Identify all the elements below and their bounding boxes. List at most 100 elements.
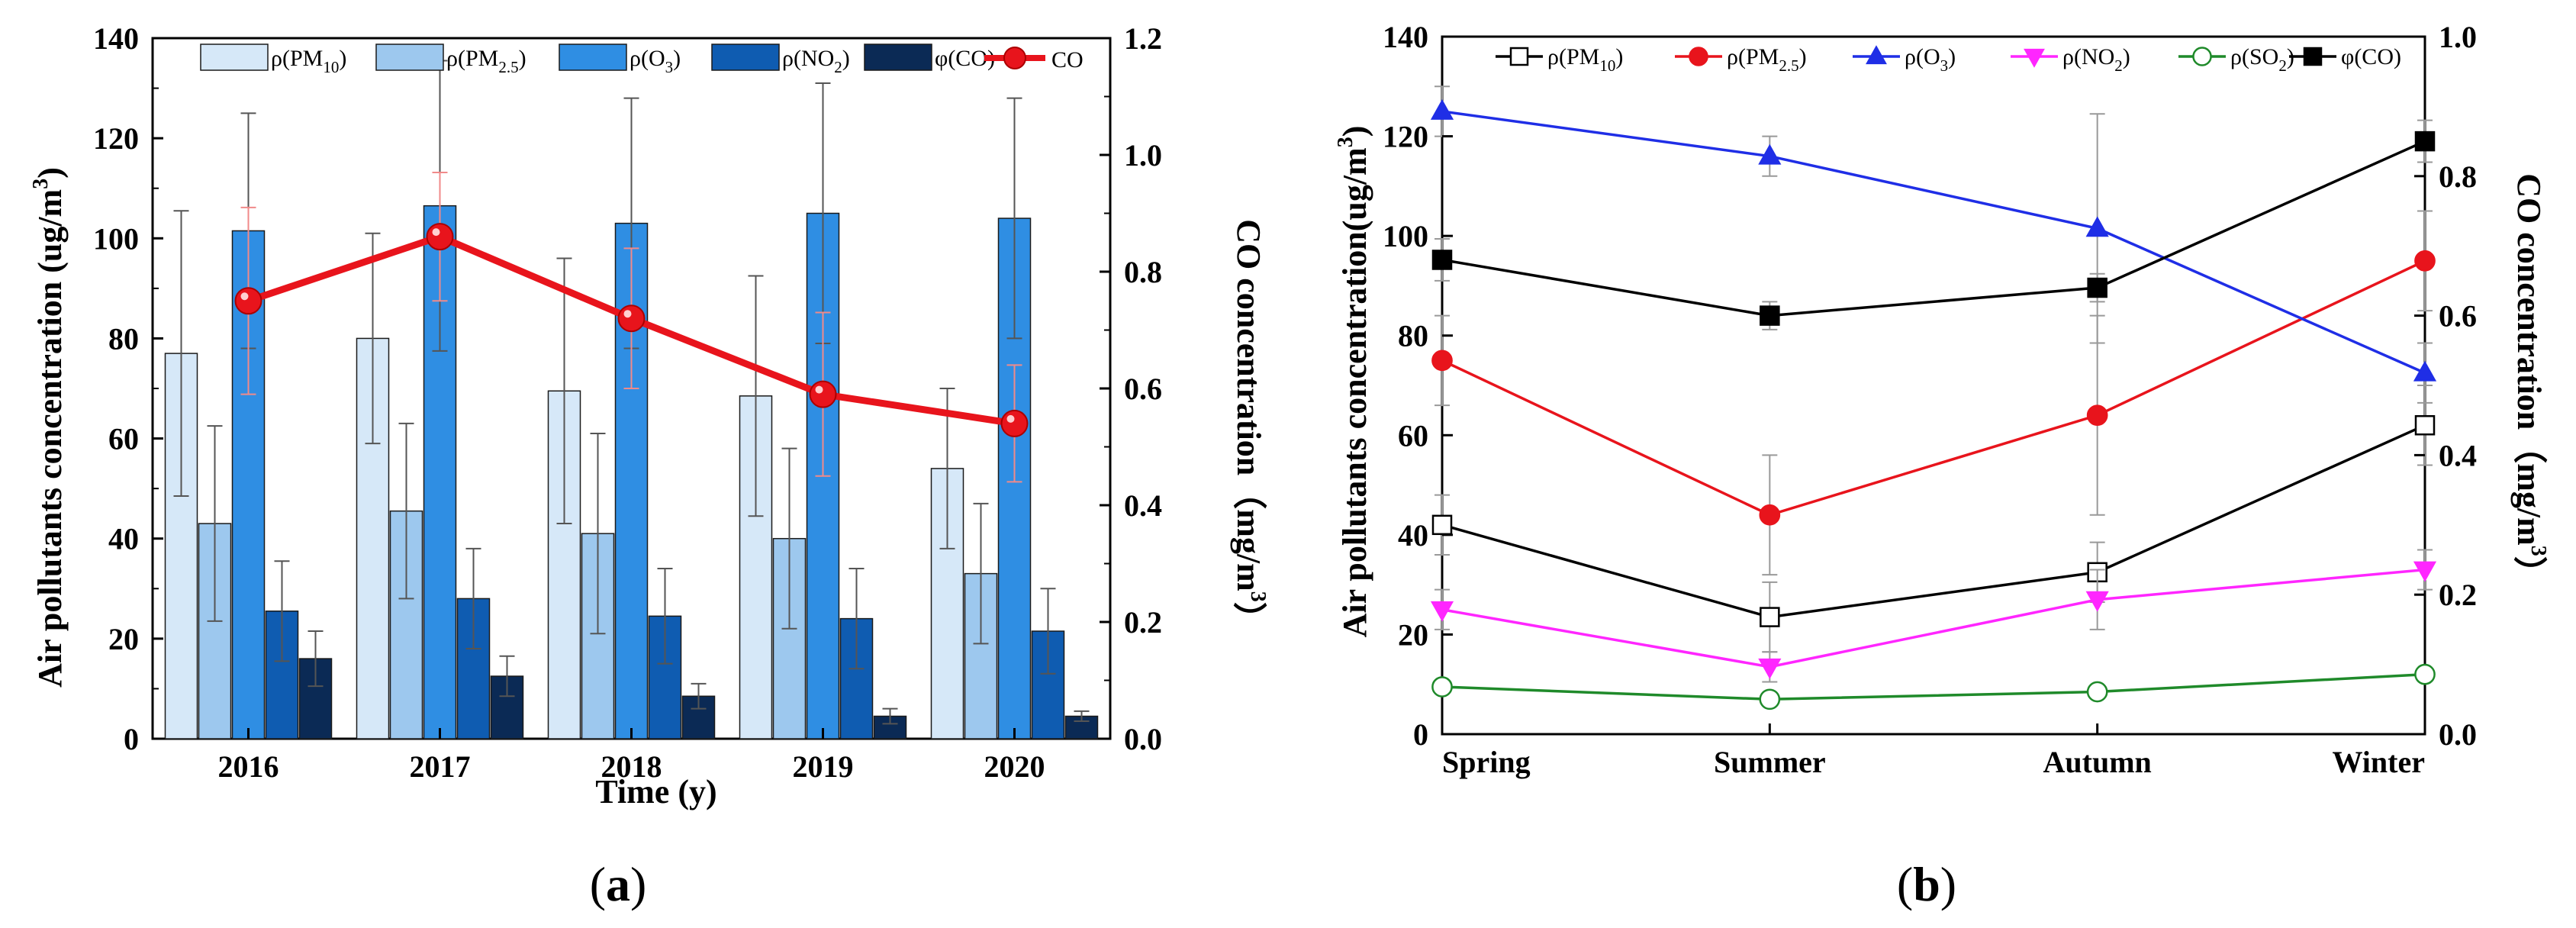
bar-error [691,682,707,710]
legend-swatch [711,44,780,71]
bar-error [882,707,898,725]
co-point-highlight [815,385,823,394]
x-tick-label: Summer [1714,745,1826,779]
y-tick-label: 20 [1398,617,1428,652]
bar-error [781,447,797,630]
legend-label-text: ρ(O [1905,44,1940,69]
legend-marker [2192,47,2212,66]
legend-swatch [375,44,444,71]
panel-b-legend: ρ(PM10)ρ(PM2.5)ρ(O3)ρ(NO2)ρ(SO2)φ(CO) [1496,44,2401,75]
legend-label-text: ρ(SO [2230,44,2278,69]
panel-b-frame [1441,35,2426,736]
bar-error [848,568,865,670]
legend-label-text: ρ(PM [1727,44,1779,69]
x-tick-label: Winter [2333,745,2425,779]
y-tick-label: 40 [108,522,139,556]
legend-label-text: φ(CO) [2341,44,2401,69]
legend-label: ρ(SO2) [2230,44,2294,75]
y2-tick-label: 0.8 [1124,255,1162,289]
bar-error [499,655,515,698]
series-point [1758,658,1782,679]
y-tick-label: 0 [1413,717,1428,752]
legend-label-close: ) [1615,44,1623,69]
series-line [1441,110,2426,375]
series-line [1441,140,2426,317]
bar-error [556,257,572,525]
bar-error [1040,588,1056,675]
legend-label-text: ρ(PM [446,46,498,71]
legend-marker [1866,45,1887,65]
legend-marker [2303,47,2323,66]
bar-error [973,502,989,645]
series-line [1441,568,2426,669]
bar [547,390,581,740]
legend-label-sub: 3 [665,58,674,76]
panel-a-bars [164,60,1099,740]
y-tick-label: 60 [1398,418,1428,453]
bar-error [657,568,673,665]
y-tick-label: 80 [108,321,139,356]
legend-label-sub: 10 [1599,56,1615,75]
legend-label: ρ(O3) [630,46,681,76]
bar-error [398,422,414,600]
bar-error [1074,710,1090,723]
panel-a-co-line [234,171,1029,483]
legend-swatch [559,44,627,71]
series-point [2085,591,2109,612]
bar-error [590,433,606,635]
legend-label-close: ) [2123,44,2130,69]
legend-label-text: ρ(NO [2062,44,2114,69]
panel-b-ylabel: Air pollutants concentration(ug/m3) [1334,126,1373,638]
legend-swatch [200,44,269,71]
series-point [1758,143,1782,165]
legend-marker [1509,47,1529,66]
series-point [1430,601,1454,622]
y2-tick-label: 0.2 [2439,578,2477,612]
y2-tick-label: 0.6 [2439,299,2477,334]
legend-label-text: ρ(PM [271,46,323,71]
series-point [2087,277,2107,298]
bar-error [308,630,324,688]
y2-tick-label: 1.2 [1124,21,1162,56]
legend-marker [2024,48,2045,68]
panel-b-ticks: 0 20 40 60 80 100 120 140 0.0 0.2 0.4 0.6 0.8 1.0 Spri… [1383,20,2477,779]
y-tick-label: 120 [1383,120,1428,154]
series-point [1760,305,1780,326]
series-point [2414,663,2436,685]
series-point [1760,607,1780,627]
co-point-highlight [432,228,440,237]
legend-label-sub: 2.5 [1779,56,1798,75]
legend-label: ρ(NO2) [2062,44,2130,75]
x-tick-label: 2019 [793,749,854,784]
co-point [617,304,646,333]
series-point [1431,250,1453,270]
legend-label-close: ) [1799,44,1807,69]
co-point [1000,409,1029,437]
y-tick-label: 100 [93,221,139,256]
x-tick-label: 2016 [218,749,279,784]
co-point-highlight [1006,414,1015,423]
co-point [234,287,262,315]
legend-label: φ(CO) [2341,44,2401,69]
legend-label: ρ(PM10) [1547,44,1623,75]
series-point [1759,688,1781,710]
legend-label-sub: 2 [2114,56,2123,75]
y2-tick-label: 0.0 [1124,722,1162,756]
co-point [809,380,837,408]
co-point-highlight [623,310,632,318]
panel-a-ticks: 0 20 40 60 80 100 120 140 0.0 0.2 0.4 0.6 0.8 1.0 1.2 2… [93,21,1162,784]
panel-b-caption: (b) [1897,857,1956,911]
series-point [1759,504,1781,526]
y2-tick-label: 0.8 [2439,160,2477,194]
panel-b-y2label: CO concentration（mg/m3） [2510,173,2550,590]
legend-label: ρ(NO2) [782,46,850,76]
legend-label-sub: 2 [834,58,842,76]
legend-label: ρ(PM10) [271,46,346,76]
legend-co-marker [1003,47,1026,69]
y-tick-label: 80 [1398,319,1428,353]
legend-marker [1689,47,1708,66]
panel-b-axes [1441,35,2426,736]
series-line [1441,424,2426,619]
x-tick-label: 2020 [984,749,1045,784]
